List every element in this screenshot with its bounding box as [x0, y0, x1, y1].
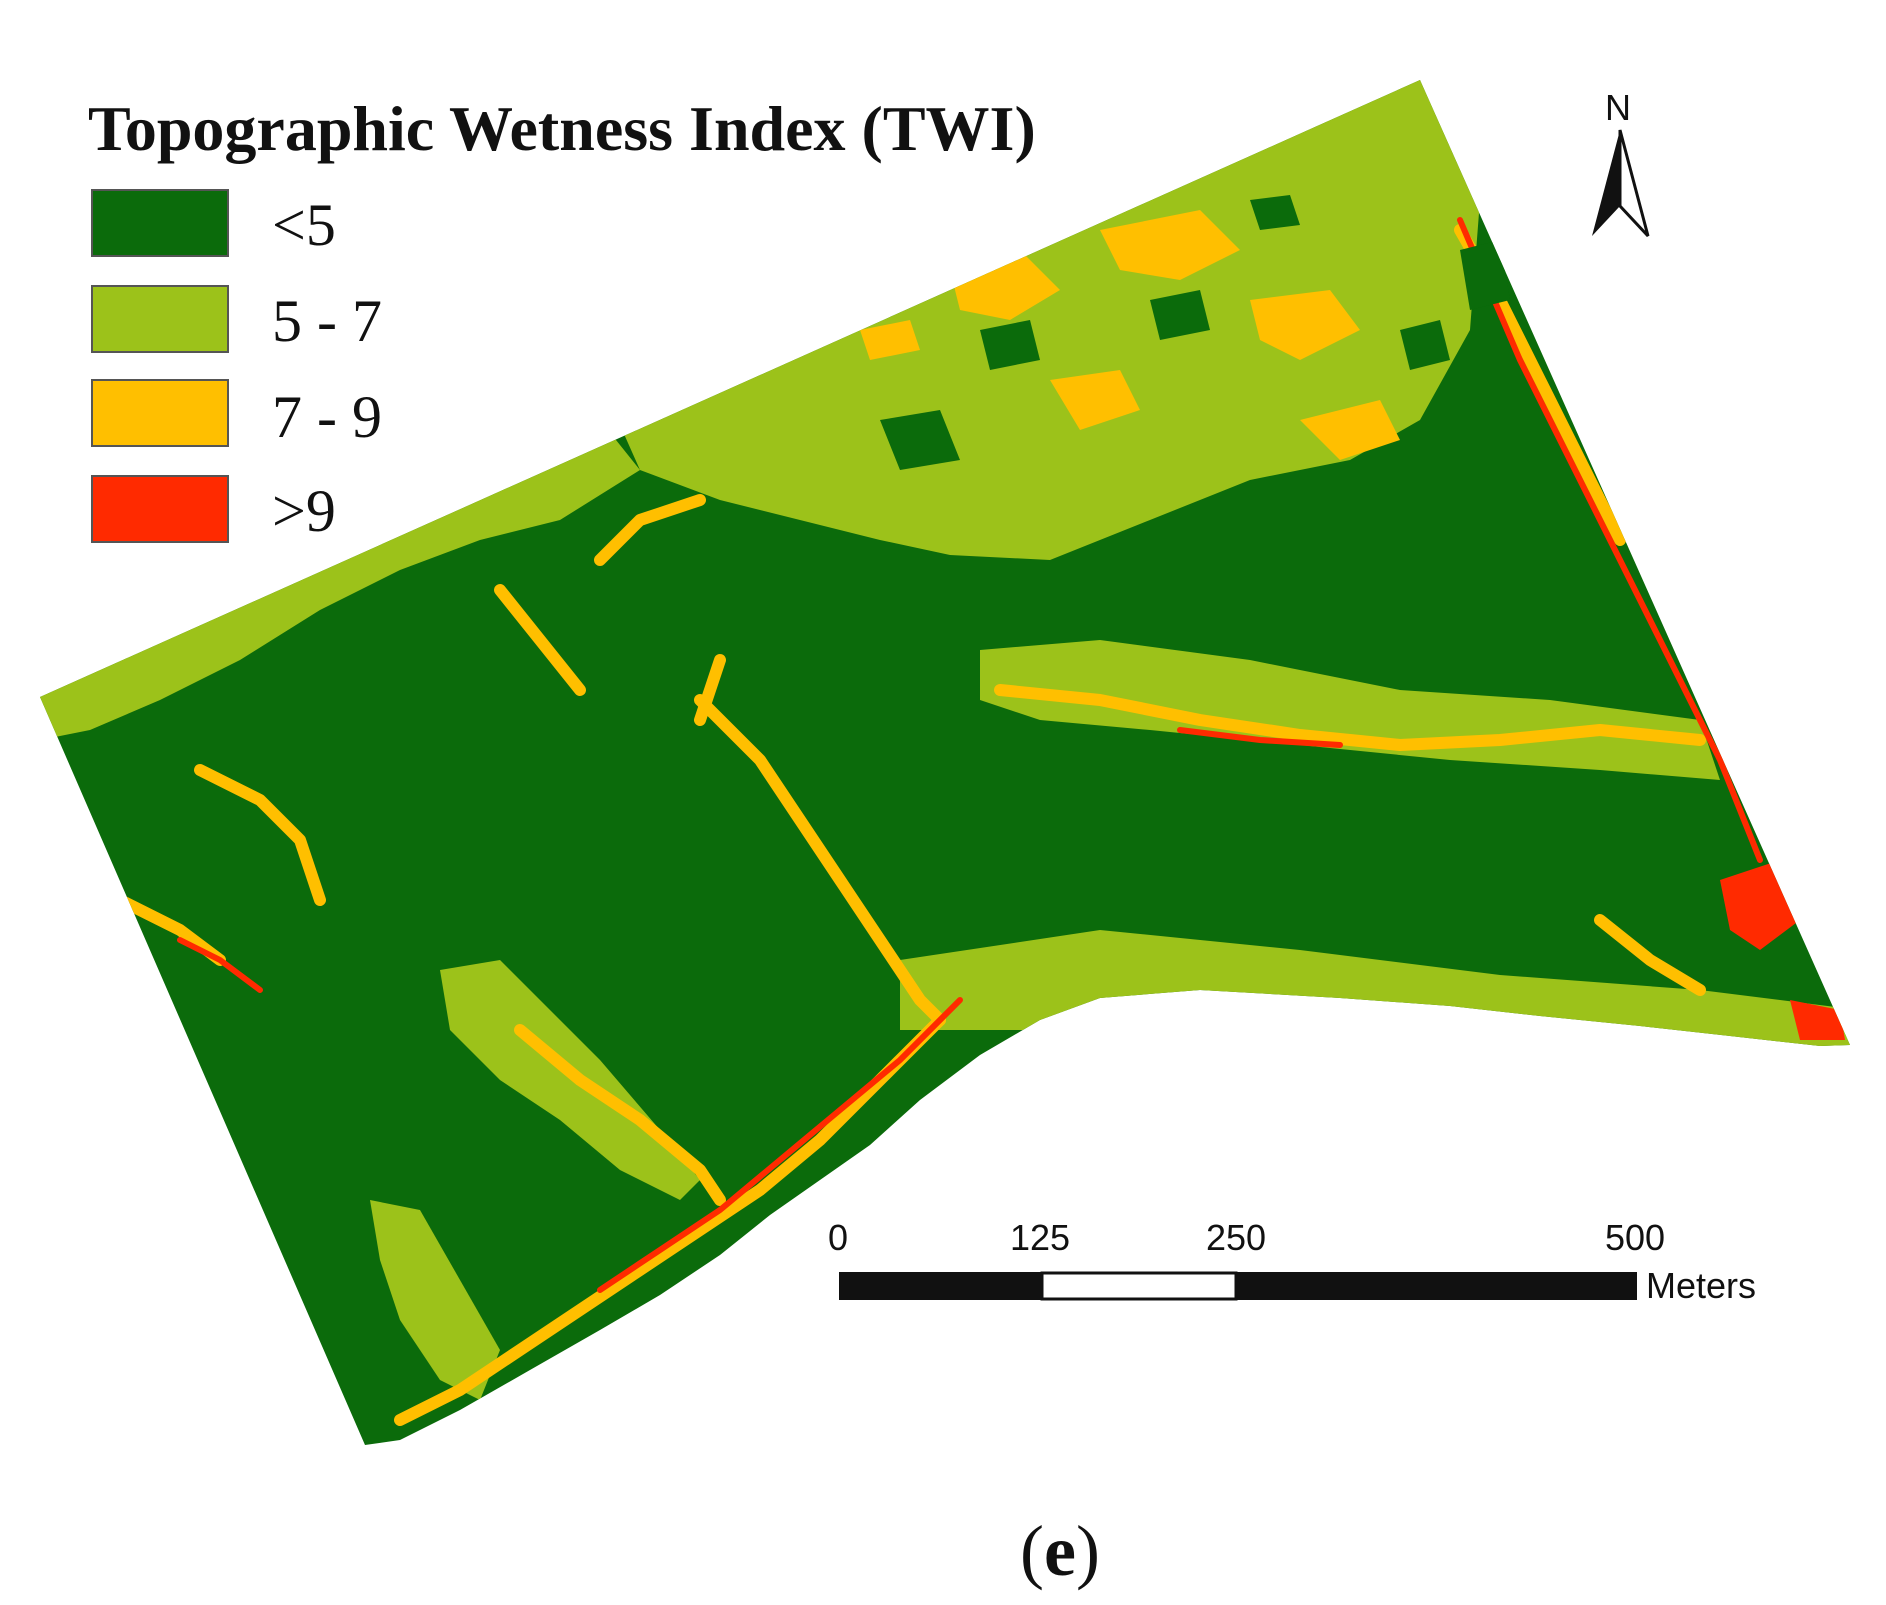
- legend: Topographic Wetness Index (TWI) <5 5 - 7…: [88, 93, 1036, 544]
- legend-item-gt9: >9: [91, 475, 336, 544]
- legend-swatch-lt5: [91, 189, 229, 257]
- scale-tick-125: 125: [1010, 1217, 1070, 1258]
- legend-label-gt9: >9: [272, 478, 336, 544]
- scale-tick-500: 500: [1605, 1217, 1665, 1258]
- legend-label-5-7: 5 - 7: [272, 288, 382, 354]
- legend-item-lt5: <5: [91, 189, 336, 258]
- caption-letter: e: [1044, 1511, 1076, 1591]
- scale-bar: 0 125 250 500 Meters: [828, 1217, 1756, 1306]
- twi-zone-5-7-sw-tail: [370, 1200, 500, 1400]
- legend-item-7-9: 7 - 9: [91, 379, 382, 450]
- twi-zone-lt5-pockets: [880, 195, 1510, 470]
- legend-swatch-5-7: [91, 285, 229, 353]
- twi-zone-5-7-northwest: [40, 420, 640, 740]
- scale-segment-3: [1235, 1272, 1637, 1300]
- north-arrow-label: N: [1605, 87, 1631, 128]
- scale-segment-2: [1040, 1271, 1238, 1301]
- north-arrow: N: [1592, 87, 1650, 238]
- twi-drainage-red: [177, 217, 1763, 1293]
- north-arrow-outline: [1618, 129, 1650, 238]
- twi-zone-5-7-east-band: [980, 640, 1720, 780]
- scale-segment-1: [839, 1272, 1043, 1300]
- panel-caption: (e): [1020, 1511, 1100, 1591]
- legend-item-5-7: 5 - 7: [91, 285, 382, 354]
- legend-label-lt5: <5: [272, 192, 336, 258]
- legend-swatch-gt9: [91, 475, 229, 543]
- scale-tick-250: 250: [1206, 1217, 1266, 1258]
- legend-swatch-7-9: [91, 379, 229, 447]
- twi-drainage-orange: [114, 224, 1706, 1426]
- legend-title: Topographic Wetness Index (TWI): [88, 93, 1036, 164]
- caption-open: (: [1020, 1511, 1044, 1591]
- scale-tick-0: 0: [828, 1217, 848, 1258]
- twi-zone-5-7-north: [600, 80, 1480, 560]
- legend-label-7-9: 7 - 9: [272, 384, 382, 450]
- north-arrow-icon: [1592, 130, 1620, 236]
- twi-zone-5-7-sw-lobe: [440, 960, 700, 1200]
- scale-unit: Meters: [1646, 1265, 1756, 1306]
- caption-close: ): [1076, 1511, 1100, 1591]
